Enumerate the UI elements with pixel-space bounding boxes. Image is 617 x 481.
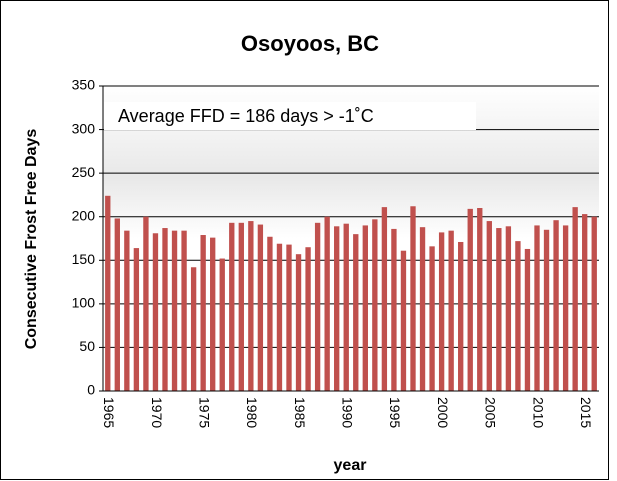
bar (496, 228, 502, 391)
bar (505, 226, 512, 391)
bar (381, 207, 388, 391)
bar (438, 232, 445, 391)
bar (467, 208, 473, 391)
bar (591, 216, 597, 391)
y-tick-label: 50 (79, 338, 95, 354)
y-tick-label: 100 (72, 295, 96, 311)
bar (257, 224, 264, 391)
y-axis-label: Consecutive Frost Free Days (23, 129, 40, 350)
x-tick-label: 2005 (483, 397, 499, 428)
x-tick-label: 2015 (578, 397, 594, 428)
bar (238, 222, 244, 391)
bar (124, 230, 130, 391)
bar (324, 216, 330, 391)
chart-title: Osoyoos, BC (241, 31, 379, 56)
bar (248, 221, 254, 391)
y-tick-label: 350 (72, 77, 96, 93)
bar (582, 214, 588, 391)
bar (181, 230, 187, 391)
bar (534, 225, 540, 391)
bar (305, 247, 311, 391)
y-tick-label: 250 (72, 164, 96, 180)
bar (114, 218, 120, 391)
bar (410, 206, 416, 391)
x-tick-label: 1965 (101, 397, 117, 428)
bar (152, 233, 159, 391)
bar (105, 195, 111, 391)
x-tick-label: 1975 (196, 397, 212, 428)
x-tick-label: 2010 (530, 397, 546, 428)
y-tick-label: 300 (72, 120, 96, 136)
plot-area (103, 86, 599, 391)
bar (229, 222, 235, 391)
bar (477, 208, 483, 391)
bar (543, 229, 550, 391)
y-tick-label: 150 (72, 251, 96, 267)
y-tick-label: 200 (72, 207, 96, 223)
bar (524, 248, 531, 391)
bar (562, 225, 569, 391)
bar (295, 254, 302, 391)
bar (343, 223, 349, 391)
bar (553, 220, 559, 391)
x-tick-label: 2000 (435, 397, 451, 428)
bar (362, 225, 368, 391)
bar (219, 258, 225, 391)
bar (210, 237, 216, 391)
bar (276, 243, 283, 391)
x-tick-label: 1990 (340, 397, 356, 428)
x-axis-label: year (334, 457, 367, 474)
bar (200, 235, 206, 391)
x-tick-label: 1985 (292, 397, 308, 428)
x-tick-label: 1970 (149, 397, 165, 428)
y-tick-label: 0 (87, 382, 95, 398)
bar (429, 246, 435, 391)
bar (391, 228, 397, 391)
bar (190, 267, 197, 391)
annotation: Average FFD = 186 days > -1˚C (118, 106, 374, 126)
bar (419, 227, 426, 391)
bar (171, 230, 178, 391)
bar (572, 207, 578, 391)
annotation-box (104, 102, 476, 130)
bar (143, 216, 149, 391)
x-tick-label: 1980 (244, 397, 260, 428)
bar (486, 221, 492, 391)
bar (353, 234, 359, 391)
bar (133, 248, 140, 391)
bar (400, 250, 407, 391)
bar (334, 226, 340, 391)
x-tick-label: 1995 (387, 397, 403, 428)
bar (162, 228, 168, 391)
bar (458, 241, 464, 391)
bar (267, 236, 273, 391)
bar (314, 222, 321, 391)
bar (515, 241, 521, 391)
bar (286, 244, 292, 391)
bar (372, 219, 378, 391)
bar (448, 230, 454, 391)
